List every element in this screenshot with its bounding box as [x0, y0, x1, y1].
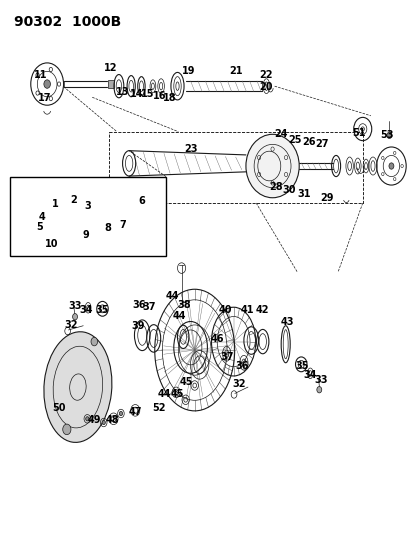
Text: 23: 23: [183, 144, 197, 154]
Text: 42: 42: [255, 305, 269, 315]
Text: 36: 36: [132, 300, 146, 310]
Ellipse shape: [44, 332, 112, 442]
Text: 52: 52: [152, 403, 165, 413]
Text: 34: 34: [79, 305, 93, 315]
Circle shape: [388, 163, 393, 169]
Circle shape: [386, 132, 391, 139]
Text: 50: 50: [52, 403, 66, 413]
Text: 7: 7: [119, 220, 126, 230]
Text: 41: 41: [240, 305, 253, 315]
Text: 32: 32: [232, 379, 245, 389]
Text: 24: 24: [273, 130, 287, 139]
Text: 8: 8: [104, 223, 111, 233]
Text: 18: 18: [162, 93, 176, 103]
Circle shape: [85, 417, 89, 421]
Text: 10: 10: [45, 239, 59, 249]
Text: 16: 16: [153, 91, 166, 101]
Text: 35: 35: [95, 305, 109, 315]
Bar: [10, 176, 166, 256]
Text: 19: 19: [181, 66, 195, 76]
Text: 45: 45: [179, 377, 193, 387]
Text: 32: 32: [64, 320, 78, 330]
Circle shape: [63, 424, 71, 435]
Text: 31: 31: [297, 189, 311, 198]
Circle shape: [44, 80, 50, 88]
Text: 39: 39: [131, 321, 145, 331]
Text: 28: 28: [268, 182, 282, 192]
Circle shape: [102, 421, 105, 425]
Text: 14: 14: [129, 89, 143, 99]
Text: 37: 37: [219, 352, 233, 362]
Text: 37: 37: [142, 302, 155, 312]
Text: 6: 6: [138, 196, 145, 206]
Text: 22: 22: [259, 70, 273, 80]
Text: 47: 47: [128, 407, 142, 417]
Text: 44: 44: [172, 311, 185, 321]
Text: 34: 34: [303, 370, 316, 381]
Circle shape: [316, 386, 321, 393]
Text: 40: 40: [218, 305, 232, 315]
Text: 11: 11: [34, 70, 47, 80]
Ellipse shape: [245, 134, 299, 198]
Circle shape: [57, 196, 60, 200]
Text: 2: 2: [70, 195, 77, 205]
Text: 1: 1: [52, 199, 59, 209]
Text: 12: 12: [104, 63, 117, 72]
Text: 33: 33: [313, 375, 327, 385]
Text: 5: 5: [36, 222, 43, 232]
Text: 26: 26: [301, 136, 315, 147]
Text: 45: 45: [170, 390, 184, 399]
Text: 27: 27: [314, 139, 328, 149]
Text: 15: 15: [140, 89, 154, 99]
Text: 33: 33: [68, 301, 82, 311]
Text: 21: 21: [228, 66, 242, 76]
Text: 38: 38: [177, 300, 191, 310]
Text: 53: 53: [380, 131, 393, 140]
Text: 90302  1000B: 90302 1000B: [14, 15, 121, 29]
Bar: [107, 80, 113, 88]
Text: 9: 9: [83, 230, 89, 240]
Circle shape: [68, 189, 73, 196]
Circle shape: [119, 411, 122, 416]
Text: 35: 35: [294, 361, 308, 371]
Text: 48: 48: [106, 415, 119, 425]
Text: 29: 29: [319, 193, 332, 203]
Circle shape: [91, 337, 97, 346]
Text: 20: 20: [259, 82, 273, 92]
Text: 17: 17: [38, 93, 52, 103]
Text: 4: 4: [39, 212, 45, 222]
Circle shape: [72, 313, 77, 320]
Text: 36: 36: [235, 361, 248, 371]
Text: 44: 44: [157, 390, 170, 399]
Text: 25: 25: [288, 134, 301, 144]
Text: 49: 49: [87, 415, 101, 425]
Text: 30: 30: [282, 185, 295, 195]
Text: 46: 46: [210, 335, 223, 344]
Text: 13: 13: [116, 87, 129, 97]
Text: 3: 3: [84, 201, 90, 211]
Text: 51: 51: [351, 128, 365, 138]
Text: 43: 43: [280, 317, 293, 327]
Text: 44: 44: [165, 290, 178, 301]
